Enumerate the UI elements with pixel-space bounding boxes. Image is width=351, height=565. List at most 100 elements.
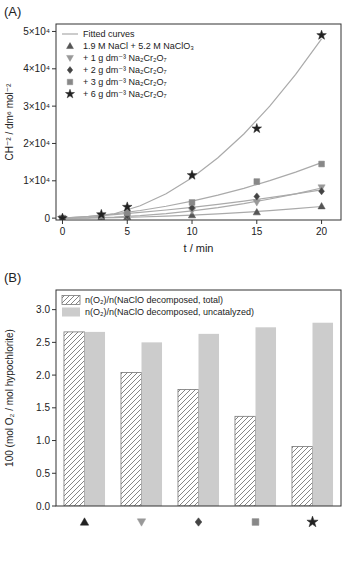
x-tick [62, 220, 63, 224]
y-tick-label: 2.5 [36, 337, 50, 348]
point-series [60, 161, 325, 220]
panel-title: (B) [4, 270, 21, 285]
y-axis-label: CH⁻² / dm⁶ mol⁻² [4, 83, 15, 161]
legend: n(O₂)/n(NaClO decomposed, total)n(O₂)/n(… [62, 295, 254, 317]
legend-item: Fitted curves [62, 29, 135, 39]
y-tick [52, 68, 56, 69]
category-marker [80, 518, 88, 525]
bar-series [85, 323, 334, 506]
legend-item: n(O₂)/n(NaClO decomposed, uncatalyzed) [62, 307, 254, 317]
data-point [124, 210, 130, 216]
x-tick-label: 20 [316, 226, 328, 237]
y-tick-label: 0.5 [36, 468, 50, 479]
y-tick-label: 2×10⁴ [23, 138, 50, 149]
legend-swatch [65, 89, 74, 98]
axes: 0.00.51.01.52.02.53.0 [36, 304, 56, 511]
y-axis-label: 100 (mol O₂ / mol hypochlorite) [4, 329, 15, 467]
data-point [252, 123, 262, 132]
y-tick [52, 506, 56, 507]
y-tick [52, 375, 56, 376]
bar [142, 342, 163, 506]
x-tick [192, 220, 193, 224]
legend-item: + 1 g dm⁻³ Na₂Cr₂O₇ [67, 53, 167, 63]
legend-label: 1.9 M NaCl + 5.2 M NaClO₃ [83, 41, 194, 51]
bar [178, 389, 199, 506]
chart: 01×10⁴2×10⁴3×10⁴4×10⁴5×10⁴05101520(A)CH⁻… [0, 0, 351, 565]
legend-item: + 3 g dm⁻³ Na₂Cr₂O₇ [67, 77, 166, 87]
bar [85, 332, 106, 506]
y-tick-label: 1×10⁴ [23, 175, 50, 186]
x-tick [321, 220, 322, 224]
x-tick-label: 0 [60, 226, 66, 237]
y-tick [52, 407, 56, 408]
y-tick [52, 440, 56, 441]
y-tick-label: 1.0 [36, 435, 50, 446]
legend-swatch [67, 43, 74, 49]
y-tick-label: 0 [44, 213, 50, 224]
y-tick [52, 180, 56, 181]
data-point [319, 188, 325, 195]
panel-title: (A) [4, 4, 21, 19]
data-point [319, 161, 325, 167]
legend-swatch [62, 296, 80, 305]
plot-frame [56, 290, 341, 506]
plot-area [58, 30, 327, 220]
legend-label: + 2 g dm⁻³ Na₂Cr₂O₇ [83, 65, 167, 75]
data-point [97, 209, 107, 218]
bar [199, 334, 220, 506]
y-tick [52, 106, 56, 107]
data-point [189, 200, 195, 206]
data-point [254, 193, 260, 200]
legend-label: + 1 g dm⁻³ Na₂Cr₂O₇ [83, 53, 167, 63]
legend-swatch [67, 55, 74, 61]
data-point [318, 203, 325, 209]
y-tick [52, 31, 56, 32]
legend-label: + 6 g dm⁻³ Na₂Cr₂O₇ [83, 89, 167, 99]
data-point [254, 179, 260, 185]
legend-swatch [67, 79, 72, 84]
legend-swatch [67, 67, 72, 74]
point-series [59, 185, 325, 220]
legend: Fitted curves 1.9 M NaCl + 5.2 M NaClO₃ + … [62, 29, 194, 99]
data-point [253, 200, 260, 206]
legend-label: Fitted curves [83, 29, 135, 39]
y-tick-label: 1.5 [36, 402, 50, 413]
legend-label: n(O₂)/n(NaClO decomposed, uncatalyzed) [85, 307, 254, 317]
y-tick [52, 309, 56, 310]
plot-frame [56, 24, 341, 220]
x-tick-label: 5 [124, 226, 130, 237]
plot-area [64, 323, 333, 506]
legend-item: + 2 g dm⁻³ Na₂Cr₂O₇ [67, 65, 166, 75]
legend-item: 1.9 M NaCl + 5.2 M NaClO₃ [67, 41, 195, 51]
y-tick [52, 473, 56, 474]
bar [64, 332, 85, 506]
category-marker [137, 519, 145, 526]
bar [292, 446, 313, 506]
fit-line [62, 39, 321, 218]
y-tick-label: 3.0 [36, 304, 50, 315]
legend-swatch [62, 308, 80, 317]
point-series [58, 30, 327, 220]
fit-line [62, 163, 321, 218]
data-point [58, 213, 68, 220]
x-axis-label: t / min [184, 242, 214, 254]
legend-item: + 6 g dm⁻³ Na₂Cr₂O₇ [65, 89, 166, 99]
bar [121, 372, 142, 506]
data-point [122, 202, 132, 211]
y-tick-label: 4×10⁴ [23, 63, 50, 74]
point-series [60, 188, 325, 220]
x-tick-label: 10 [186, 226, 198, 237]
data-point [187, 170, 197, 179]
data-point [317, 30, 327, 39]
y-tick [52, 218, 56, 219]
y-tick-label: 2.0 [36, 370, 50, 381]
axes: 01×10⁴2×10⁴3×10⁴4×10⁴5×10⁴05101520 [23, 26, 327, 237]
x-tick-label: 15 [251, 226, 263, 237]
bar [235, 416, 256, 506]
y-tick-label: 3×10⁴ [23, 101, 50, 112]
fit-line [62, 188, 321, 218]
data-point [253, 209, 260, 215]
fit-line [62, 190, 321, 218]
legend-label: + 3 g dm⁻³ Na₂Cr₂O₇ [83, 77, 167, 87]
category-marker [307, 516, 318, 527]
